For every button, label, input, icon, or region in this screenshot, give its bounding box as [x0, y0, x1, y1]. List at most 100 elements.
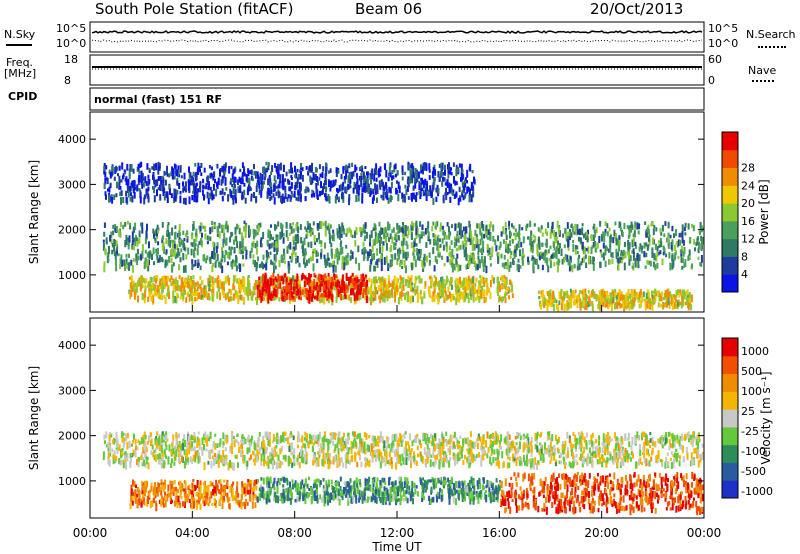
heatmap-cell — [141, 275, 144, 283]
heatmap-cell — [143, 261, 146, 270]
heatmap-cell — [391, 236, 394, 244]
heatmap-cell — [700, 255, 703, 263]
freq-label-line2: [MHz] — [4, 67, 37, 80]
heatmap-cell — [486, 230, 489, 235]
heatmap-cell — [183, 172, 186, 180]
heatmap-cell — [567, 239, 570, 247]
heatmap-cell — [391, 280, 394, 285]
heatmap-cell — [489, 280, 492, 288]
heatmap-cell — [644, 303, 647, 311]
heatmap-cell — [385, 255, 388, 264]
heatmap-cell — [323, 297, 326, 305]
heatmap-cell — [500, 231, 503, 237]
heatmap-cell — [216, 181, 219, 190]
heatmap-cell — [314, 295, 316, 300]
heatmap-cell — [452, 192, 455, 196]
heatmap-cell — [217, 275, 220, 279]
heatmap-cell — [581, 290, 584, 294]
heatmap-cell — [221, 283, 224, 290]
heatmap-cell — [472, 255, 475, 263]
heatmap-cell — [316, 176, 319, 182]
heatmap-cell — [128, 174, 131, 180]
heatmap-cell — [103, 231, 106, 237]
heatmap-cell — [460, 163, 463, 171]
heatmap-cell — [270, 234, 273, 240]
heatmap-cell — [632, 254, 635, 261]
heatmap-cell — [459, 264, 462, 271]
heatmap-cell — [324, 259, 327, 266]
heatmap-cell — [263, 446, 266, 454]
heatmap-cell — [395, 462, 398, 470]
heatmap-cell — [354, 275, 357, 280]
heatmap-cell — [167, 289, 170, 294]
heatmap-cell — [316, 296, 319, 301]
heatmap-cell — [544, 228, 547, 235]
heatmap-cell — [662, 437, 665, 442]
heatmap-cell — [357, 289, 360, 296]
heatmap-cell — [221, 227, 224, 233]
heatmap-cell — [170, 257, 173, 263]
heatmap-cell — [678, 233, 681, 238]
heatmap-cell — [660, 297, 663, 302]
heatmap-cell — [335, 288, 338, 293]
heatmap-cell — [218, 231, 221, 239]
heatmap-cell — [432, 449, 435, 456]
heatmap-cell — [445, 187, 447, 196]
heatmap-cell — [203, 167, 206, 173]
heatmap-cell — [599, 249, 602, 253]
heatmap-cell — [653, 261, 656, 268]
heatmap-cell — [340, 240, 343, 244]
heatmap-cell — [297, 283, 300, 288]
heatmap-cell — [120, 196, 122, 205]
heatmap-cell — [464, 182, 467, 188]
heatmap-cell — [206, 180, 209, 185]
heatmap-cell — [314, 166, 317, 173]
heatmap-cell — [203, 194, 205, 201]
heatmap-cell — [192, 171, 195, 177]
heatmap-cell — [151, 253, 153, 260]
heatmap-cell — [551, 434, 554, 442]
noise-left-tick-top: 10^5 — [56, 22, 87, 35]
heatmap-cell — [374, 232, 377, 240]
heatmap-cell — [330, 242, 333, 248]
heatmap-cell — [635, 245, 637, 249]
heatmap-cell — [273, 246, 276, 253]
heatmap-cell — [304, 226, 307, 230]
heatmap-cell — [462, 186, 465, 193]
heatmap-cell — [498, 444, 501, 449]
heatmap-cell — [618, 235, 621, 240]
heatmap-cell — [171, 227, 174, 236]
heatmap-cell — [311, 281, 314, 289]
heatmap-cell — [670, 433, 673, 439]
heatmap-cell — [236, 278, 239, 284]
heatmap-cell — [357, 245, 360, 253]
heatmap-cell — [164, 179, 167, 186]
heatmap-cell — [270, 195, 273, 200]
heatmap-cell — [232, 169, 235, 175]
heatmap-cell — [428, 175, 431, 180]
heatmap-cell — [279, 275, 281, 282]
heatmap-cell — [192, 190, 195, 194]
heatmap-cell — [166, 224, 169, 231]
heatmap-cell — [385, 242, 388, 251]
heatmap-cell — [193, 183, 196, 188]
heatmap-cell — [349, 276, 352, 283]
heatmap-cell — [116, 449, 119, 454]
heatmap-cell — [585, 303, 588, 311]
heatmap-cell — [405, 265, 407, 274]
heatmap-cell — [340, 192, 343, 200]
heatmap-cell — [407, 161, 410, 166]
heatmap-cell — [332, 179, 335, 187]
heatmap-cell — [374, 183, 377, 191]
heatmap-cell — [104, 177, 107, 185]
heatmap-cell — [197, 244, 200, 248]
heatmap-cell — [491, 275, 494, 281]
heatmap-cell — [556, 220, 559, 229]
heatmap-cell — [570, 224, 573, 228]
heatmap-cell — [339, 247, 342, 255]
heatmap-cell — [610, 300, 613, 304]
heatmap-cell — [257, 224, 260, 232]
heatmap-cell — [376, 187, 379, 194]
heatmap-cell — [335, 296, 338, 303]
heatmap-cell — [608, 227, 611, 232]
